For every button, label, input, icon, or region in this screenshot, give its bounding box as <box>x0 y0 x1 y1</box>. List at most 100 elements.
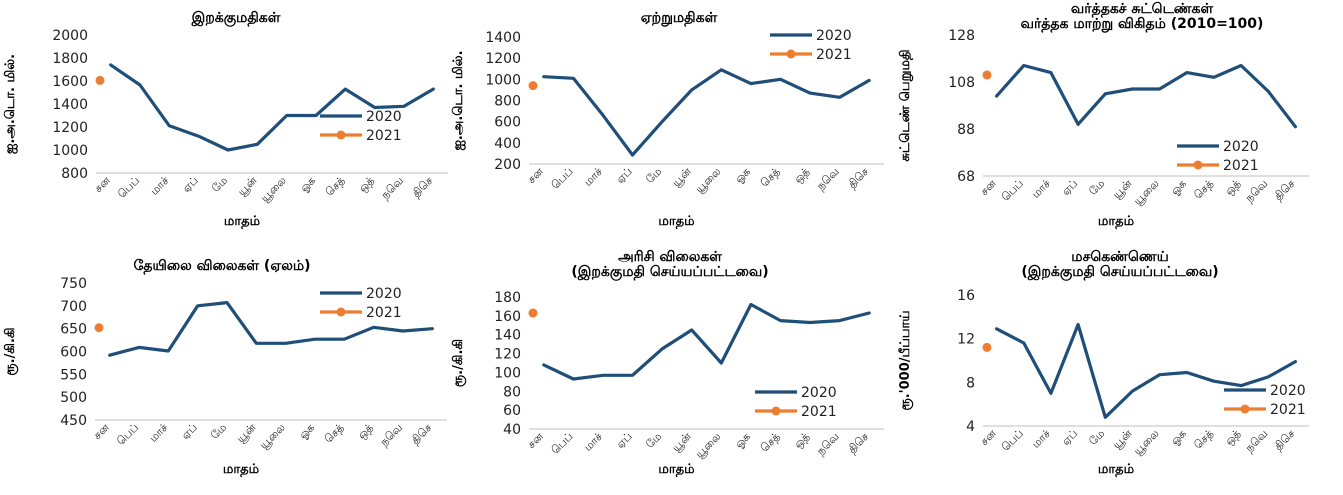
chart-crude-oil: மசகெண்ணெய்(இறக்குமதி செய்யப்பட்டவை) 4 8 12 1… <box>897 249 1309 477</box>
x-tick-label: நவெ <box>378 174 406 202</box>
y-axis-label: ரூ./கி.கி <box>451 339 466 387</box>
legend-2021-marker <box>336 130 346 140</box>
legend-2020-label: 2020 <box>366 109 402 125</box>
x-tick-label: திசெ <box>1272 177 1298 203</box>
y-tick-label: 800 <box>494 94 521 110</box>
series-2020-line <box>994 63 1297 129</box>
chart-panel-exports: ஏற்றுமதிகள் 200 400 600 800 1000 1200 1400 சன பெப… <box>448 0 896 247</box>
y-axis-label: சுட்டெண் பெறுமதி <box>898 49 913 161</box>
x-tick-label: மே <box>209 174 230 195</box>
x-tick-label: பெப் <box>549 430 576 457</box>
x-tick-label: ஓக <box>1168 427 1189 448</box>
legend: 2020 2021 <box>1177 139 1259 174</box>
x-tick-label: ஏப் <box>614 430 635 451</box>
y-tick-label: 450 <box>60 413 87 429</box>
y-tick-label: 128 <box>948 28 975 44</box>
x-tick-label: யூலை <box>1131 177 1162 208</box>
x-tick-label: திசெ <box>409 421 435 447</box>
y-tick-label: 650 <box>60 322 87 338</box>
y-tick-label: 1400 <box>485 30 521 46</box>
series-2021-point <box>95 75 105 85</box>
chart-title: (இறக்குமதி செய்யப்பட்டவை) <box>571 264 768 281</box>
y-axis-label: ஐ.அ.டொ. மில். <box>451 50 466 150</box>
x-tick-label: செத் <box>1191 177 1216 202</box>
x-tick-label: யூலை <box>258 174 289 205</box>
x-tick-label: யூலை <box>693 165 724 196</box>
y-axis-label: ஐ.அ.டொ. மில். <box>3 54 18 154</box>
chart-panel-crude-oil: மசகெண்ணெய் (இறக்குமதி செய்யப்பட்டவை) 4 8 12 1… <box>895 248 1343 495</box>
x-tick-label: யூன் <box>669 165 694 190</box>
x-tick-label: ஓக <box>296 421 317 442</box>
series-2021-point <box>528 308 538 318</box>
series-2020-line <box>994 322 1297 419</box>
chart-title: வர்த்தகச் சுட்டெண்கள் <box>1071 1 1214 18</box>
x-axis-label: மாதம் <box>1098 214 1135 229</box>
y-tick-label: 200 <box>494 157 521 173</box>
series-2021-point <box>982 70 992 80</box>
legend-2021-label: 2021 <box>1270 402 1306 418</box>
chart-title: வர்த்தக மாற்று விகிதம் (2010=100) <box>1021 16 1264 33</box>
x-axis-label: மாதம் <box>224 214 261 229</box>
x-tick-label: திசெ <box>845 430 871 456</box>
y-tick-label: 80 <box>503 384 521 400</box>
y-tick-label: 160 <box>494 309 521 325</box>
y-tick-label: 16 <box>957 288 975 304</box>
x-tick-label: ஒத் <box>791 430 812 451</box>
legend-2021-marker <box>1240 404 1250 414</box>
chart-title: இறக்குமதிகள் <box>191 10 281 27</box>
x-tick-label: பெப் <box>115 174 142 201</box>
x-tick-label: சன <box>525 430 546 451</box>
x-tick-label: ஏப் <box>179 421 200 442</box>
x-tick-label: ஏப் <box>1059 427 1080 448</box>
x-tick-label: சன <box>91 421 112 442</box>
y-tick-label: 600 <box>60 345 87 361</box>
y-tick-label: 88 <box>957 122 975 138</box>
y-axis-label: ரூ./கி.கி <box>3 327 18 375</box>
legend-2020-label: 2020 <box>1223 139 1259 155</box>
series-2020-line <box>542 68 871 157</box>
legend: 2020 2021 <box>1224 383 1306 418</box>
x-axis-label: மாதம் <box>1098 462 1135 477</box>
y-tick-label: 140 <box>494 328 521 344</box>
x-tick-label: ஏப் <box>614 165 635 186</box>
x-tick-label: யூலை <box>1131 427 1162 458</box>
x-tick-label: யூன் <box>234 421 259 446</box>
legend: 2020 2021 <box>320 109 402 144</box>
legend-2021-label: 2021 <box>366 128 402 144</box>
x-tick-label: மே <box>1086 427 1107 448</box>
chart-terms-of-trade: வர்த்தகச் சுட்டெண்கள்வர்த்தக மாற்று விகி… <box>898 1 1309 229</box>
chart-rice-prices: அரிசி விலைகள்(இறக்குமதி செய்யப்பட்டவை) 40… <box>451 249 884 477</box>
legend: 2020 2021 <box>320 286 402 321</box>
y-tick-label: 1000 <box>485 72 521 88</box>
x-tick-label: செத் <box>758 430 783 455</box>
x-tick-label: மாச் <box>1029 427 1053 451</box>
x-tick-label: செத் <box>323 174 348 199</box>
series-2020-line <box>542 302 871 381</box>
x-tick-label: செத் <box>1191 427 1216 452</box>
x-tick-label: சன <box>92 174 113 195</box>
y-tick-label: 600 <box>494 115 521 131</box>
legend-2021-label: 2021 <box>1223 158 1259 174</box>
legend-2021-marker <box>771 406 781 416</box>
y-tick-label: 700 <box>60 299 87 315</box>
x-tick-label: மே <box>1086 177 1107 198</box>
x-tick-label: ஏப் <box>180 174 201 195</box>
x-tick-label: நவெ <box>1243 177 1271 205</box>
x-tick-label: ஒத் <box>1222 427 1243 448</box>
chart-title: தேயிலை விலைகள் (ஏலம்) <box>133 258 310 275</box>
y-tick-label: 100 <box>494 365 521 381</box>
series-2021-point <box>982 342 992 352</box>
chart-panel-imports: இறக்குமதிகள் 800 1000 1200 1400 1600 1800 2000 ச… <box>0 0 448 247</box>
y-tick-label: 8 <box>966 375 975 391</box>
x-tick-label: நவெ <box>377 421 405 449</box>
series-2021-point <box>528 81 538 91</box>
chart-imports: இறக்குமதிகள் 800 1000 1200 1400 1600 1800 2000 ச… <box>3 10 448 229</box>
x-tick-label: ஒத் <box>356 174 377 195</box>
x-tick-label: சன <box>978 177 999 198</box>
y-tick-label: 1800 <box>52 51 88 67</box>
series-2020-line <box>108 300 434 357</box>
x-tick-label: யூன் <box>235 174 260 199</box>
y-tick-label: 2000 <box>52 28 88 44</box>
y-tick-label: 800 <box>61 166 88 182</box>
x-tick-label: ஒத் <box>791 165 812 186</box>
